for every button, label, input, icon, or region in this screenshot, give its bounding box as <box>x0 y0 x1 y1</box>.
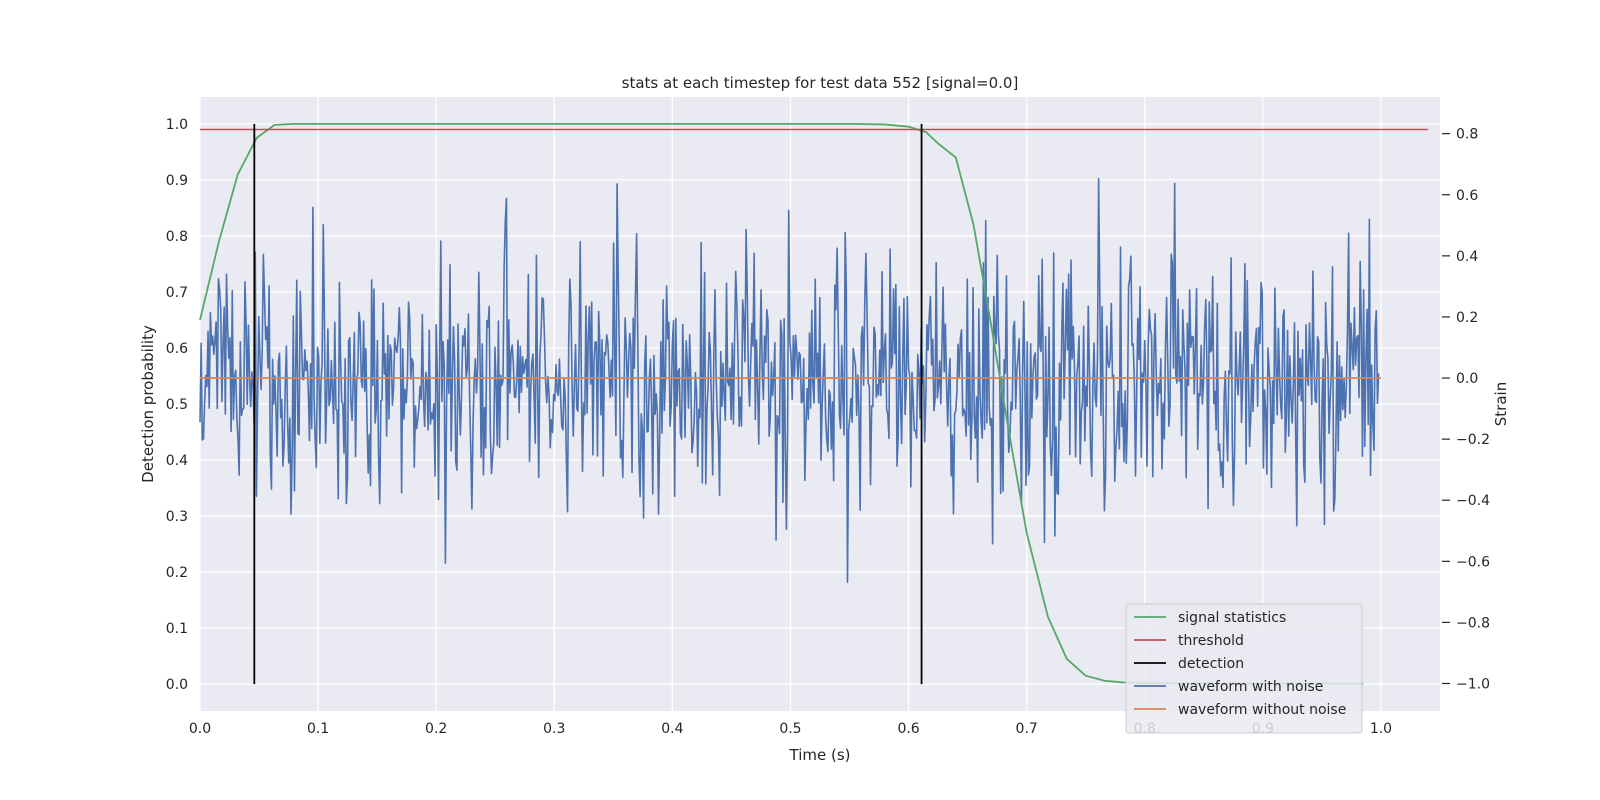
y-left-tick-label: 1.0 <box>166 117 188 133</box>
series-waveform-with-noise <box>199 177 1380 584</box>
y-right-tick-label: 0.8 <box>1456 127 1478 143</box>
x-tick-label: 0.6 <box>897 721 919 737</box>
legend-box <box>1125 603 1363 734</box>
y-right-tick-label: 0.0 <box>1456 371 1478 387</box>
x-tick-label: 0.0 <box>189 721 211 737</box>
x-tick-label: 1.0 <box>1370 721 1392 737</box>
y-axis-right-label: Strain <box>1492 382 1510 426</box>
legend-label: detection <box>1178 656 1244 672</box>
y-left-tick-label: 0.1 <box>166 621 188 637</box>
y-right-tick-label: −0.2 <box>1456 432 1490 448</box>
legend-label: waveform without noise <box>1178 702 1346 718</box>
x-axis-label: Time (s) <box>789 746 851 764</box>
y-right-tick-label: −1.0 <box>1456 677 1490 693</box>
legend-label: signal statistics <box>1178 610 1286 626</box>
x-tick-label: 0.2 <box>425 721 447 737</box>
y-left-tick-label: 0.6 <box>166 341 188 357</box>
x-tick-label: 0.3 <box>543 721 565 737</box>
y-right-tick-label: 0.6 <box>1456 188 1478 204</box>
y-left-tick-label: 0.5 <box>166 397 188 413</box>
x-tick-label: 0.7 <box>1016 721 1038 737</box>
legend-label: waveform with noise <box>1178 679 1323 695</box>
x-tick-label: 0.1 <box>307 721 329 737</box>
chart-title: stats at each timestep for test data 552… <box>622 74 1019 92</box>
y-left-tick-label: 0.9 <box>166 173 188 189</box>
legend-label: threshold <box>1178 633 1244 649</box>
x-tick-label: 0.5 <box>779 721 801 737</box>
x-tick-label: 0.4 <box>661 721 683 737</box>
y-right-tick-label: 0.2 <box>1456 310 1478 326</box>
y-left-tick-label: 0.8 <box>166 229 188 245</box>
y-axis-left-label: Detection probability <box>139 325 157 483</box>
legend: signal statistics threshold detection wavef… <box>1125 603 1363 734</box>
y-left-tick-label: 0.2 <box>166 565 188 581</box>
y-left-tick-label: 0.3 <box>166 509 188 525</box>
series-layer <box>199 122 1429 685</box>
y-right-tick-label: −0.4 <box>1456 493 1490 509</box>
y-left-tick-label: 0.7 <box>166 285 188 301</box>
y-right-tick-label: −0.6 <box>1456 554 1490 570</box>
y-right-tick-label: 0.4 <box>1456 249 1478 265</box>
y-left-tick-label: 0.0 <box>166 677 188 693</box>
y-right-tick-label: −0.8 <box>1456 615 1490 631</box>
y-left-tick-label: 0.4 <box>166 453 188 469</box>
